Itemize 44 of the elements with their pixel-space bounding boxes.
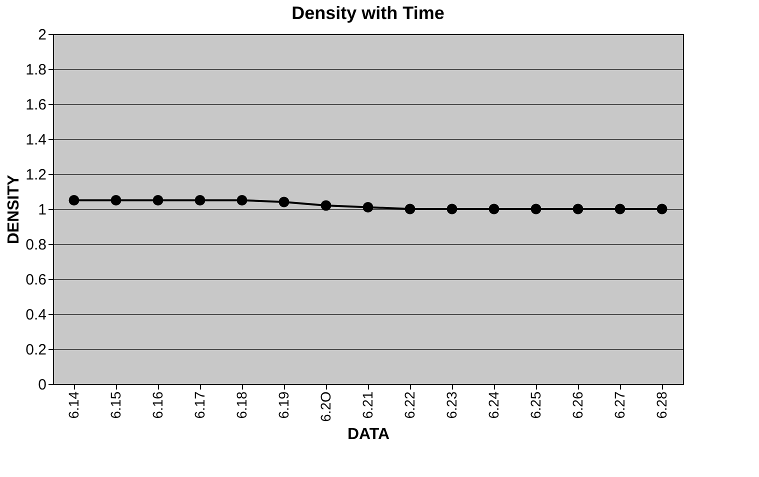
x-tick-label: 6.17 <box>192 391 208 419</box>
x-tick-label: 6.2O <box>318 391 334 422</box>
point <box>530 204 542 214</box>
x-tick-label: 6.23 <box>444 391 460 419</box>
x-tick-label: 6.15 <box>108 391 124 419</box>
y-tick-label: 1.2 <box>26 166 46 184</box>
chart-title: Density with Time <box>292 3 444 23</box>
x-tick-label: 6.26 <box>570 391 586 419</box>
point <box>404 204 416 214</box>
x-tick-label: 6.24 <box>486 391 502 419</box>
y-tick-label: 2 <box>38 26 46 44</box>
y-tick-label: 0.4 <box>26 306 46 324</box>
y-tick-label: 0.8 <box>26 236 46 254</box>
point <box>110 195 122 206</box>
y-tick-label: 1.8 <box>26 62 46 78</box>
x-tick-label: 6.16 <box>150 391 166 419</box>
x-tick-label: 6.14 <box>66 391 82 419</box>
point <box>446 204 458 214</box>
y-axis-title: DENSITY <box>6 174 23 244</box>
x-tick-label: 6.28 <box>654 391 670 419</box>
y-tick-label: 1 <box>38 202 46 218</box>
point <box>656 204 668 214</box>
point <box>614 204 626 214</box>
y-tick-label: 1.6 <box>26 96 46 114</box>
x-tick-label: 6.25 <box>528 391 544 419</box>
y-tick-label: 1.4 <box>26 132 46 148</box>
point <box>68 195 80 206</box>
y-tick-label: 0 <box>38 376 46 394</box>
x-tick-label: 6.19 <box>276 391 292 419</box>
x-tick-label: 6.18 <box>234 391 250 419</box>
point <box>152 195 164 206</box>
point <box>194 195 206 206</box>
point <box>488 204 500 214</box>
y-tick-label: 0.2 <box>26 342 46 358</box>
x-tick-label: 6.27 <box>612 391 628 419</box>
point <box>236 195 248 206</box>
y-tick-label: 0.6 <box>26 272 46 288</box>
point <box>320 200 332 211</box>
x-tick-label: 6.21 <box>360 391 376 419</box>
point <box>362 202 374 212</box>
point <box>572 204 584 214</box>
x-tick-label: 6.22 <box>402 391 418 419</box>
x-axis-title: DATA <box>347 426 390 443</box>
point <box>278 196 290 208</box>
